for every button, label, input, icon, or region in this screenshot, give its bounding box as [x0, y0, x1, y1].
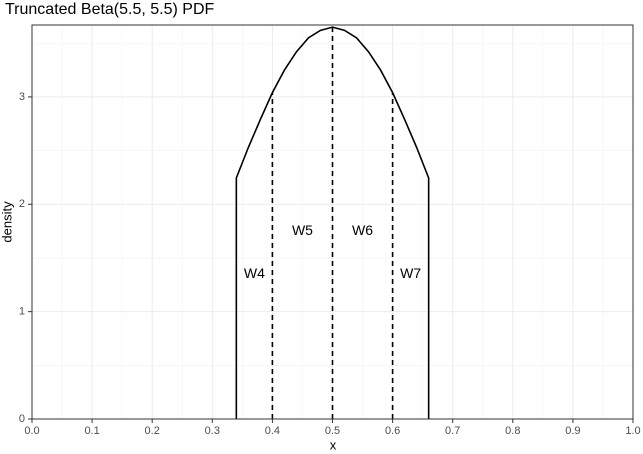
- x-tick-label: 0.0: [24, 425, 39, 437]
- x-tick-label: 1.0: [625, 425, 640, 437]
- x-tick-label: 0.2: [145, 425, 160, 437]
- chart-title: Truncated Beta(5.5, 5.5) PDF: [5, 1, 215, 18]
- x-tick-label: 0.8: [505, 425, 520, 437]
- y-tick-label: 1: [19, 306, 25, 318]
- x-axis-title: x: [330, 437, 337, 452]
- x-tick-label: 0.3: [205, 425, 220, 437]
- panel-border: [31, 24, 634, 420]
- x-tick-label: 0.7: [445, 425, 460, 437]
- x-tick-label: 0.1: [84, 425, 99, 437]
- x-tick-label: 0.9: [565, 425, 580, 437]
- y-axis-title: density: [0, 201, 14, 243]
- annotation: W5: [292, 222, 313, 238]
- x-tick-label: 0.5: [325, 425, 340, 437]
- y-tick-label: 0: [19, 413, 25, 425]
- y-tick-label: 3: [19, 91, 25, 103]
- density-line: [235, 26, 430, 419]
- y-tick-label: 2: [19, 198, 25, 210]
- annotation: W6: [352, 222, 373, 238]
- x-tick-label: 0.6: [385, 425, 400, 437]
- annotation: W7: [400, 265, 421, 281]
- x-tick-label: 0.4: [265, 425, 280, 437]
- annotation: W4: [244, 265, 265, 281]
